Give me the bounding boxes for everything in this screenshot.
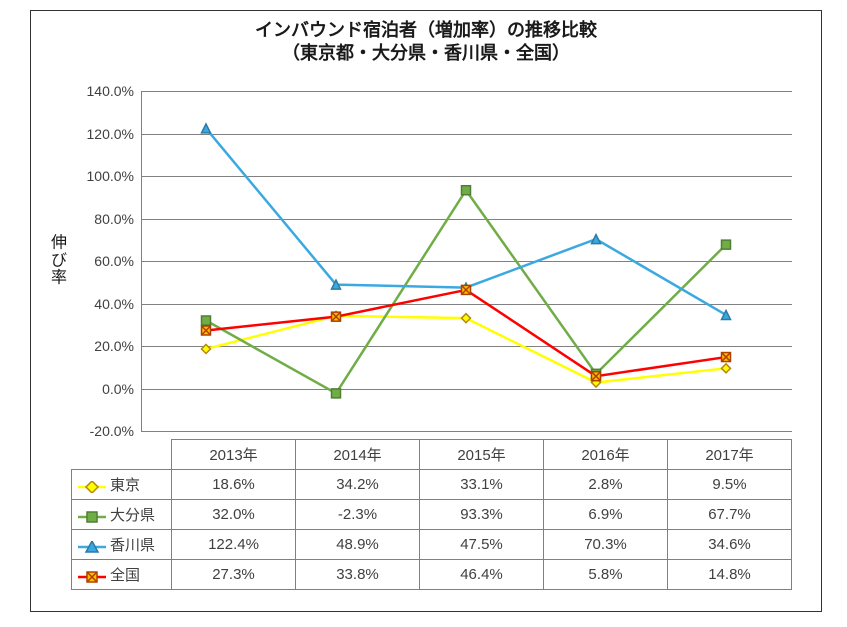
- y-tick-label: 40.0%: [74, 296, 134, 312]
- table-header-cell: 2013年: [172, 440, 296, 470]
- legend-cell: 大分県: [72, 500, 172, 530]
- y-tick-label: 20.0%: [74, 338, 134, 354]
- legend-cell: 東京: [72, 470, 172, 500]
- y-tick-label: 0.0%: [74, 381, 134, 397]
- chart-title: インバウンド宿泊者（増加率）の推移比較 （東京都・大分県・香川県・全国）: [31, 11, 821, 66]
- table-header-row: 2013年2014年2015年2016年2017年: [72, 440, 792, 470]
- table-data-cell: 32.0%: [172, 500, 296, 530]
- legend-swatch: [78, 508, 106, 525]
- table-data-cell: 47.5%: [420, 530, 544, 560]
- table-data-cell: -2.3%: [296, 500, 420, 530]
- series-marker: [332, 389, 341, 398]
- table-data-cell: 5.8%: [544, 560, 668, 590]
- y-tick-label: 120.0%: [74, 126, 134, 142]
- chart-plot-area: -20.0%0.0%20.0%40.0%60.0%80.0%100.0%120.…: [141, 91, 791, 431]
- table-data-cell: 67.7%: [668, 500, 792, 530]
- data-table: 2013年2014年2015年2016年2017年東京18.6%34.2%33.…: [71, 439, 792, 590]
- legend-label: 全国: [110, 567, 140, 584]
- table-header-cell: 2017年: [668, 440, 792, 470]
- table-data-cell: 9.5%: [668, 470, 792, 500]
- legend-cell: 香川県: [72, 530, 172, 560]
- legend-label: 大分県: [110, 507, 155, 524]
- table-header-cell: 2015年: [420, 440, 544, 470]
- table-corner-cell: [72, 440, 172, 470]
- table-data-cell: 33.8%: [296, 560, 420, 590]
- legend-swatch: [78, 568, 106, 585]
- title-line-1: インバウンド宿泊者（増加率）の推移比較: [31, 19, 821, 42]
- y-tick-label: 140.0%: [74, 83, 134, 99]
- y-tick-label: 80.0%: [74, 211, 134, 227]
- legend-label: 香川県: [110, 537, 155, 554]
- y-tick-label: 60.0%: [74, 253, 134, 269]
- table-row: 大分県 32.0%-2.3%93.3%6.9%67.7%: [72, 500, 792, 530]
- table-row: 全国 27.3%33.8%46.4%5.8%14.8%: [72, 560, 792, 590]
- legend-label: 東京: [110, 477, 140, 494]
- legend-cell: 全国: [72, 560, 172, 590]
- table-data-cell: 18.6%: [172, 470, 296, 500]
- series-marker: [722, 240, 731, 249]
- chart-container: インバウンド宿泊者（増加率）の推移比較 （東京都・大分県・香川県・全国） 伸 び…: [30, 10, 822, 612]
- y-axis-title: 伸 び 率: [51, 235, 67, 288]
- legend-swatch: [78, 538, 106, 555]
- series-marker: [202, 344, 211, 353]
- table-header-cell: 2016年: [544, 440, 668, 470]
- title-line-2: （東京都・大分県・香川県・全国）: [31, 42, 821, 65]
- table-data-cell: 2.8%: [544, 470, 668, 500]
- series-marker: [202, 316, 211, 325]
- table-row: 東京 18.6%34.2%33.1%2.8%9.5%: [72, 470, 792, 500]
- table-data-cell: 70.3%: [544, 530, 668, 560]
- series-marker: [462, 314, 471, 323]
- table-data-cell: 48.9%: [296, 530, 420, 560]
- table-data-cell: 34.2%: [296, 470, 420, 500]
- table-data-cell: 46.4%: [420, 560, 544, 590]
- table-data-cell: 6.9%: [544, 500, 668, 530]
- table-data-cell: 93.3%: [420, 500, 544, 530]
- y-tick-label: -20.0%: [74, 423, 134, 439]
- table-header-cell: 2014年: [296, 440, 420, 470]
- legend-swatch: [78, 478, 106, 495]
- table-data-cell: 34.6%: [668, 530, 792, 560]
- chart-series: [141, 91, 791, 431]
- table-data-cell: 27.3%: [172, 560, 296, 590]
- table-data-cell: 14.8%: [668, 560, 792, 590]
- table-data-cell: 33.1%: [420, 470, 544, 500]
- y-tick-label: 100.0%: [74, 168, 134, 184]
- series-marker: [462, 186, 471, 195]
- series-line: [206, 316, 726, 383]
- series-marker: [722, 364, 731, 373]
- table-data-cell: 122.4%: [172, 530, 296, 560]
- series-marker: [202, 124, 211, 133]
- table-row: 香川県 122.4%48.9%47.5%70.3%34.6%: [72, 530, 792, 560]
